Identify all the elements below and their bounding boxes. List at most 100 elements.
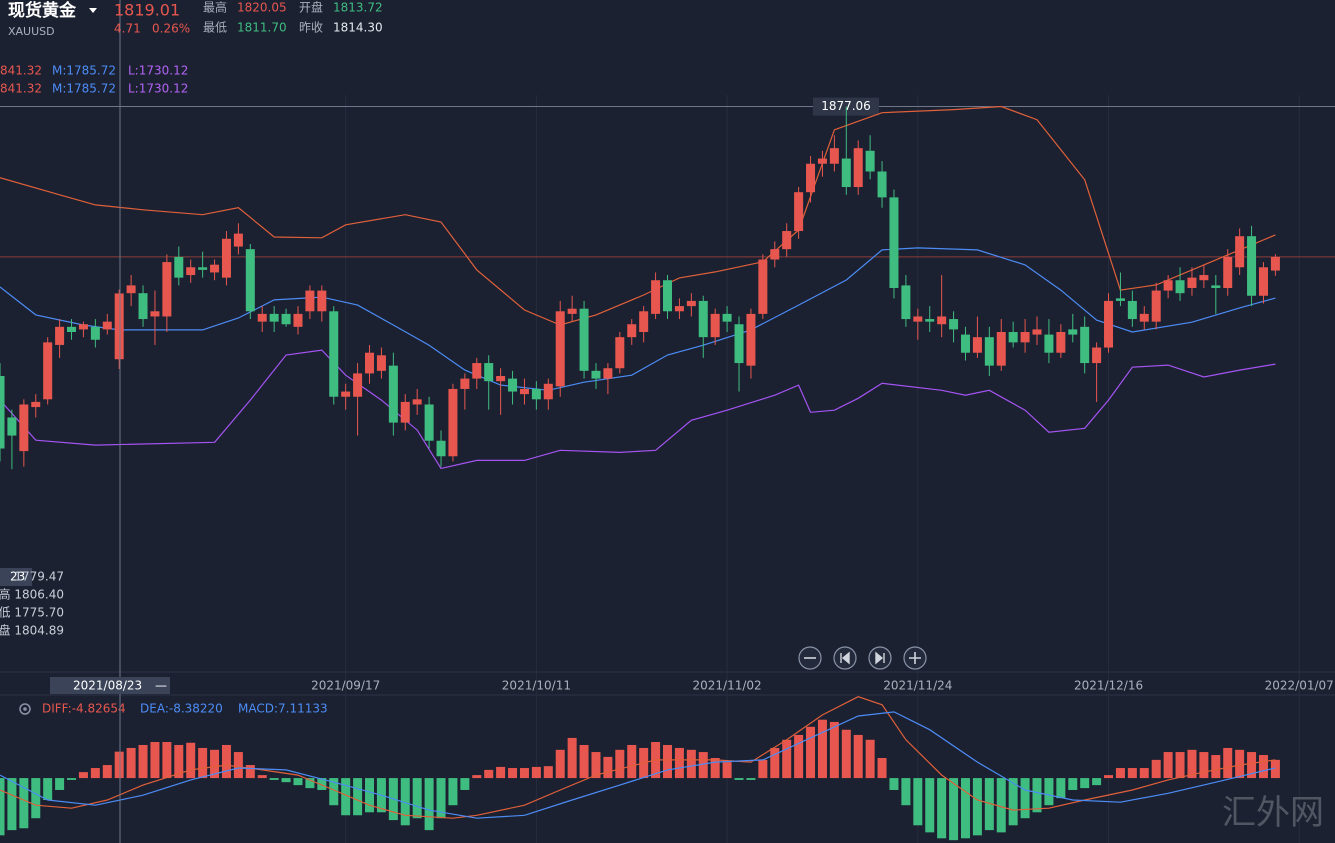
candle-body (353, 373, 363, 397)
candle-body (1163, 280, 1173, 291)
macd-bar (591, 752, 601, 779)
macd-bar (150, 742, 160, 779)
macd-bar (1163, 752, 1173, 779)
to-start[interactable] (833, 646, 857, 670)
candle-body (305, 290, 315, 312)
macd-bar (1115, 768, 1125, 779)
macd-bar (829, 721, 839, 779)
candle-body (126, 285, 136, 294)
macd-bar (1247, 752, 1257, 779)
macd-bar (1056, 778, 1066, 799)
macd-bar (1175, 752, 1185, 779)
candle-body (19, 404, 29, 452)
macd-bar (269, 778, 279, 780)
macd-bar (1127, 768, 1137, 779)
macd-bar (746, 778, 756, 780)
zoom-out[interactable] (798, 646, 822, 670)
candle-body (496, 376, 506, 382)
macd-bar (400, 778, 410, 826)
candle-body (210, 264, 220, 273)
grid: 2021/09/17 2021/10/11 2021/11/02 2021/11/24… (311, 95, 1334, 843)
macd-bar (734, 778, 744, 780)
candle-body (686, 300, 696, 307)
macd-bar (627, 744, 637, 779)
candle-body (567, 308, 577, 314)
macd-bar (758, 759, 768, 779)
candle-body (734, 324, 744, 364)
candle-body (782, 231, 792, 250)
macd-bar (412, 778, 422, 819)
x-tick-label: 2021/11/02 (693, 679, 762, 693)
candle-body (55, 326, 65, 345)
to-end[interactable] (868, 646, 892, 670)
zoom-in[interactable] (903, 646, 927, 670)
candle-body (663, 280, 672, 312)
candle-body (31, 401, 41, 408)
macd-bar (698, 752, 708, 779)
macd-bar (186, 742, 196, 779)
tooltip-row: 盘 1804.89 (0, 623, 64, 638)
macd-bar (317, 778, 327, 790)
candle-body (639, 311, 649, 332)
candle-body (293, 313, 303, 327)
macd-bar (448, 778, 458, 806)
macd-bar (341, 778, 351, 816)
candle-body (1175, 280, 1185, 294)
candle-body (1187, 277, 1197, 288)
candle-body (0, 376, 5, 449)
candle-body (1139, 313, 1149, 322)
candle-body (543, 383, 553, 400)
quote-fields: 最高 1820.05 开盘 1813.72 最低 1811.70 昨收 1814.30 (203, 0, 383, 35)
legend-entry: L:1730.12 (128, 64, 188, 78)
macd-bar (710, 758, 720, 779)
macd-bar (519, 768, 529, 779)
macd-bar (1211, 755, 1221, 779)
macd-bar (949, 778, 959, 841)
macd-bar (579, 744, 589, 779)
candle-body (960, 334, 970, 353)
macd-bar (245, 765, 255, 779)
macd-bar (794, 734, 804, 779)
candle-body (67, 326, 77, 332)
macd-bar (877, 758, 887, 779)
macd-bar (221, 744, 231, 779)
candle-body (508, 378, 518, 392)
macd-bar (7, 778, 17, 831)
macd-bar (901, 778, 911, 806)
candle-body (1211, 285, 1221, 288)
dropdown-caret[interactable] (89, 8, 97, 13)
candle-body (114, 293, 124, 360)
candle-body (746, 313, 756, 366)
macd-bar (1258, 755, 1268, 779)
settings-icon[interactable] (19, 703, 31, 715)
macd-legend: DEA:-8.38220 (140, 702, 223, 716)
macd-bar (138, 744, 148, 779)
candle-body (341, 391, 351, 397)
macd-bar (1020, 778, 1030, 819)
price: 1819.01 (114, 1, 180, 20)
candle-body (365, 352, 375, 374)
candle-body (1092, 347, 1102, 364)
macd-bar (865, 739, 875, 779)
candle-body (1044, 334, 1054, 353)
zoom-controls (798, 646, 927, 670)
macd-bar (55, 778, 65, 790)
candle-body (817, 158, 827, 164)
candle-body (806, 163, 816, 193)
instrument-name[interactable]: 现货黄金 (8, 0, 77, 21)
legend-entry: M:1785.72 (52, 64, 116, 78)
macd-bar (1068, 778, 1078, 790)
candle-body (257, 313, 267, 322)
candle-body (448, 388, 458, 457)
candle-body (1199, 275, 1209, 281)
macd-bar (555, 749, 565, 779)
crosshair-date: 2021/08/23 (73, 679, 142, 693)
macd-bar (1139, 768, 1149, 779)
macd-bar (114, 751, 124, 779)
x-tick-label: 2021/12/16 (1074, 679, 1143, 693)
candle-body (877, 171, 887, 198)
candle-body (925, 319, 935, 322)
candle-body (174, 256, 184, 278)
